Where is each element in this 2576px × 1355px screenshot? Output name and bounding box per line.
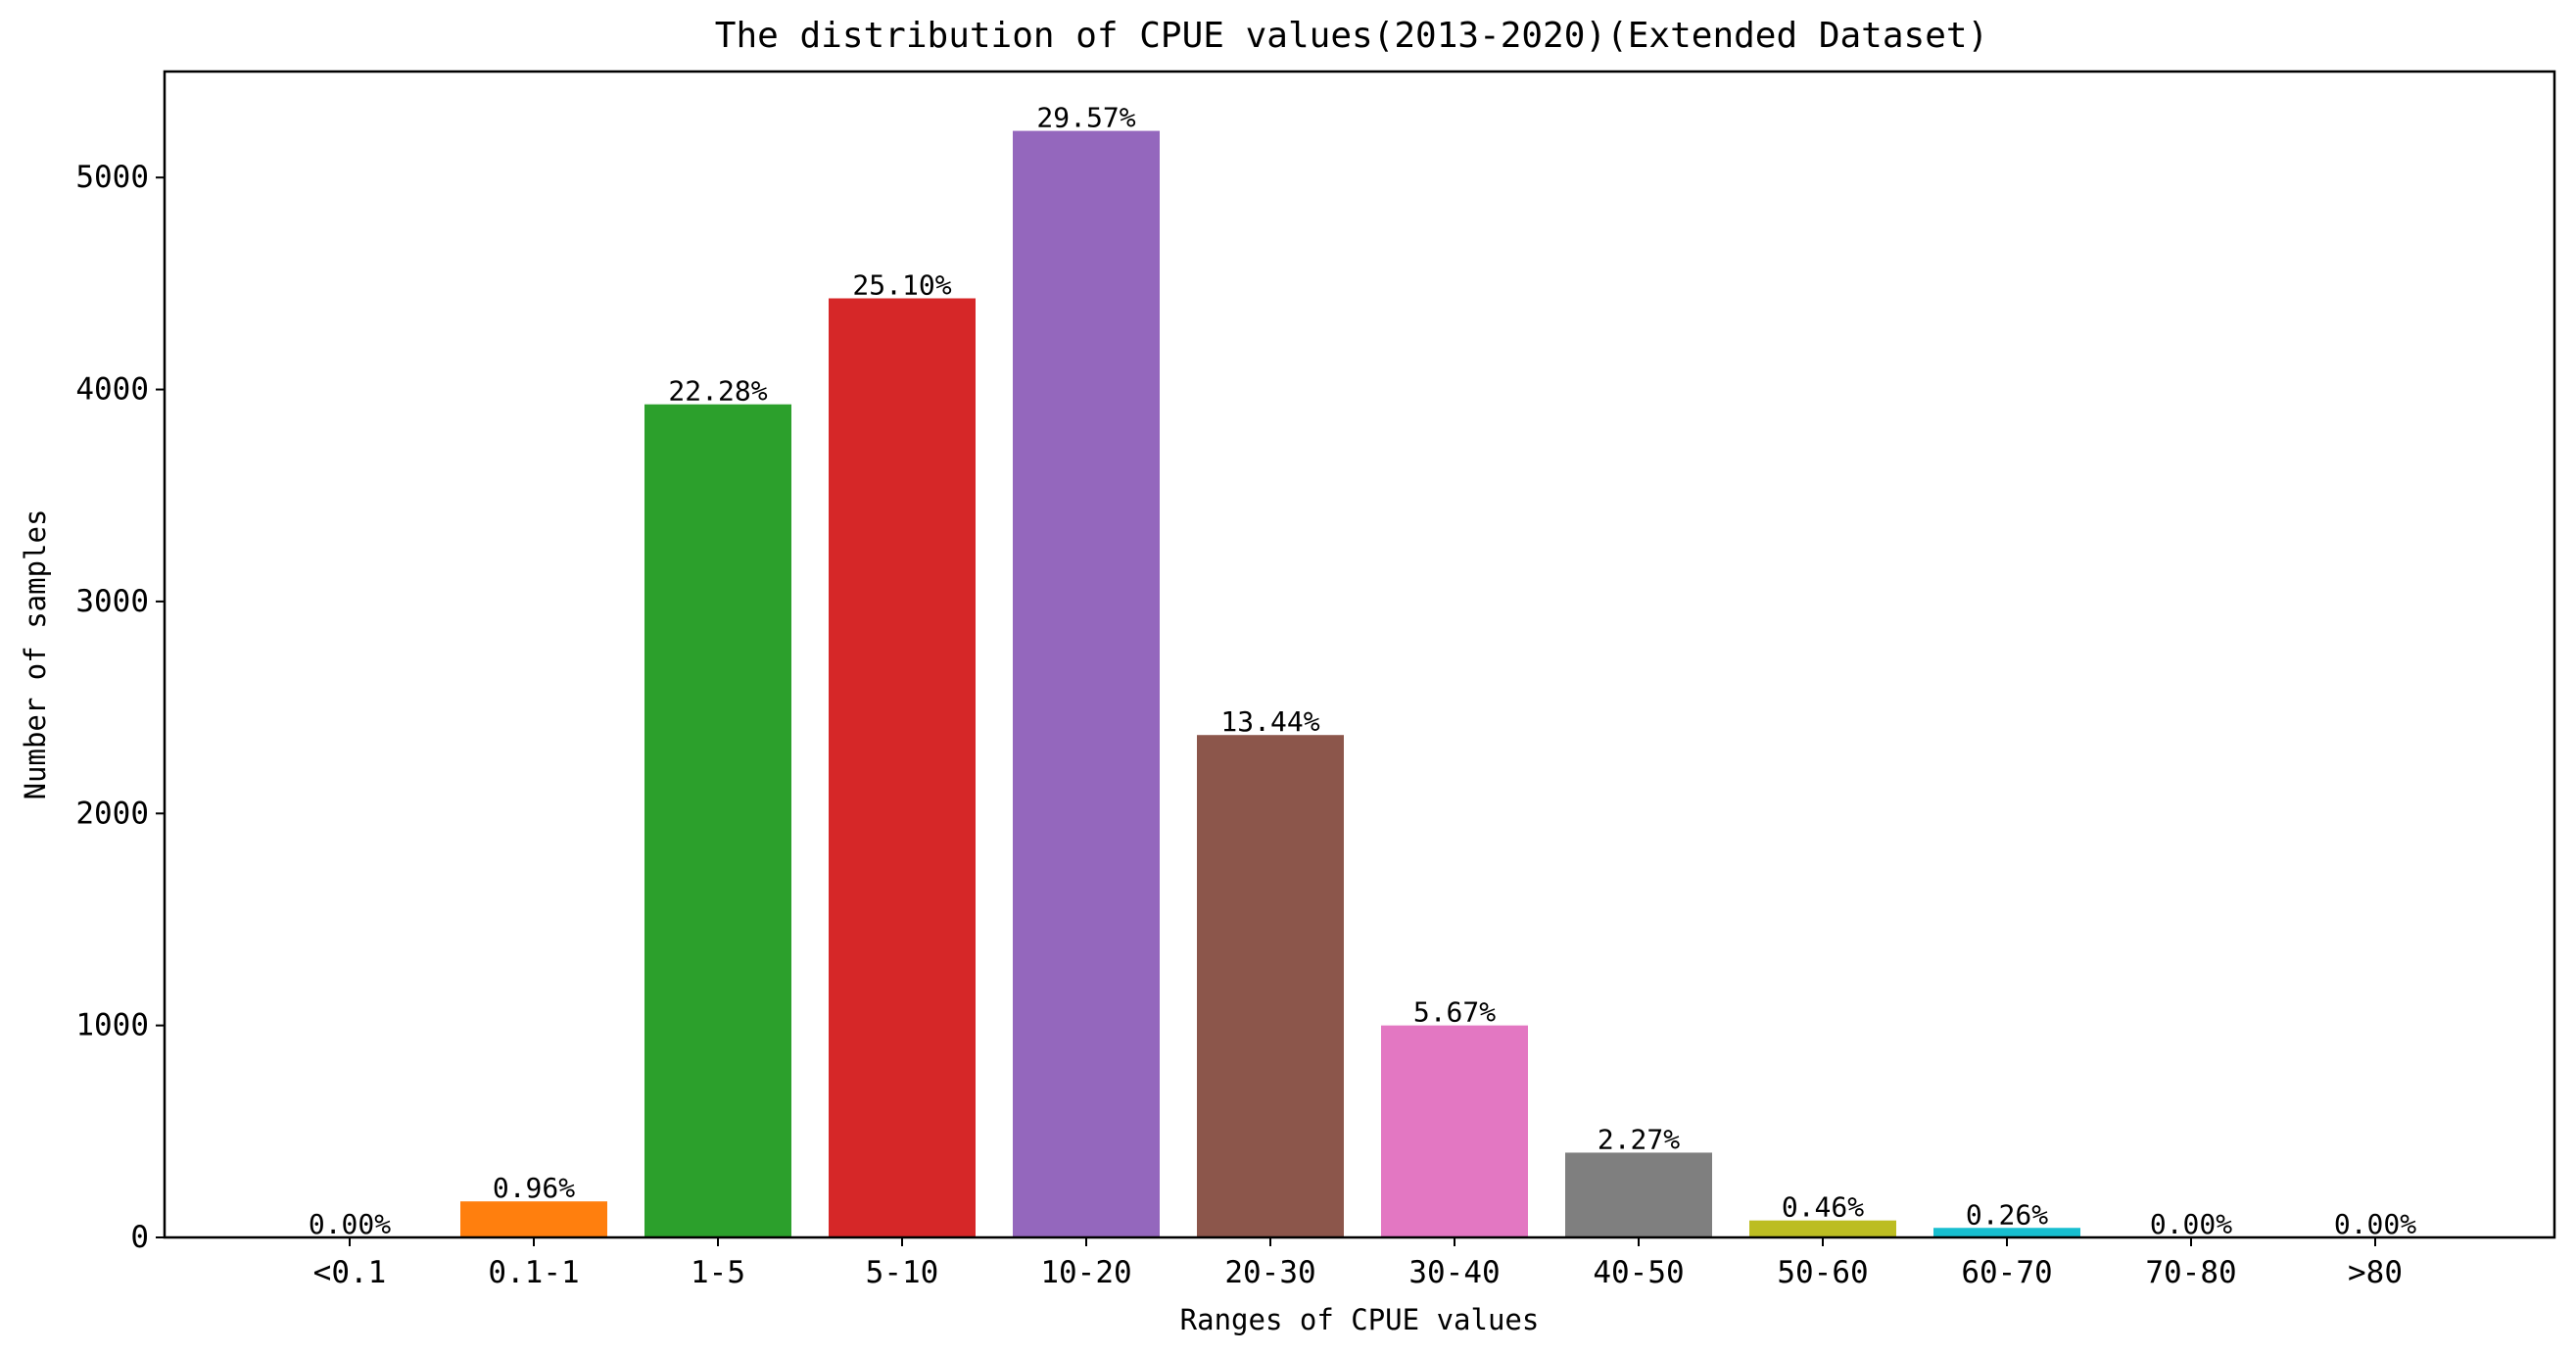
bar-8 (1565, 1152, 1712, 1237)
chart-title: The distribution of CPUE values(2013-202… (715, 16, 1988, 56)
bar-7 (1381, 1025, 1528, 1237)
data-label-11: 0.00% (2150, 1208, 2232, 1240)
plot-frame (163, 70, 2556, 1239)
data-label-8: 2.27% (1598, 1123, 1680, 1155)
bar-2 (460, 1201, 607, 1237)
x-tick-label-7: 30-40 (1408, 1255, 1500, 1290)
data-label-3: 22.28% (668, 375, 767, 408)
bar-9 (1749, 1220, 1896, 1237)
data-label-9: 0.46% (1782, 1191, 1864, 1224)
x-tick-label-9: 50-60 (1777, 1255, 1868, 1290)
y-axis-ticks: 0 1000 2000 3000 4000 5000 (75, 160, 165, 1255)
y-tick-label-2: 1000 (75, 1008, 149, 1043)
bar-5 (1013, 130, 1160, 1238)
data-label-4: 25.10% (852, 269, 951, 302)
bars-group (460, 130, 2080, 1238)
x-axis-label: Ranges of CPUE values (1180, 1303, 1540, 1336)
x-tick-label-1: <0.1 (313, 1255, 387, 1290)
y-tick-label-4: 3000 (75, 584, 149, 619)
x-tick-label-8: 40-50 (1593, 1255, 1684, 1290)
data-labels-group: 0.00% 0.96% 22.28% 25.10% 29.57% 13.44% 5.67% 2… (309, 102, 2416, 1240)
x-tick-label-6: 20-30 (1224, 1255, 1315, 1290)
bar-10 (1933, 1228, 2080, 1237)
y-tick-label-1: 0 (130, 1220, 149, 1255)
bar-6 (1197, 735, 1344, 1237)
x-tick-label-10: 60-70 (1961, 1255, 2052, 1290)
y-tick-label-6: 5000 (75, 160, 149, 195)
data-label-2: 0.96% (493, 1172, 575, 1204)
data-label-5: 29.57% (1036, 102, 1135, 134)
data-label-10: 0.26% (1966, 1198, 2048, 1231)
x-tick-label-12: >80 (2348, 1255, 2403, 1290)
bar-3 (644, 404, 791, 1237)
x-tick-label-5: 10-20 (1040, 1255, 1131, 1290)
x-tick-label-2: 0.1-1 (488, 1255, 579, 1290)
data-label-12: 0.00% (2334, 1208, 2416, 1240)
y-tick-label-5: 4000 (75, 372, 149, 408)
x-tick-label-3: 1-5 (691, 1255, 745, 1290)
data-label-7: 5.67% (1413, 996, 1496, 1029)
y-axis-label: Number of samples (19, 509, 52, 800)
y-tick-label-3: 2000 (75, 796, 149, 831)
bar-4 (829, 298, 976, 1237)
data-label-1: 0.00% (309, 1208, 391, 1240)
x-axis-ticks: <0.1 0.1-1 1-5 5-10 10-20 20-30 30-40 40-50 50-6… (313, 1237, 2403, 1290)
x-tick-label-11: 70-80 (2145, 1255, 2236, 1290)
x-tick-label-4: 5-10 (866, 1255, 939, 1290)
data-label-6: 13.44% (1220, 705, 1319, 738)
